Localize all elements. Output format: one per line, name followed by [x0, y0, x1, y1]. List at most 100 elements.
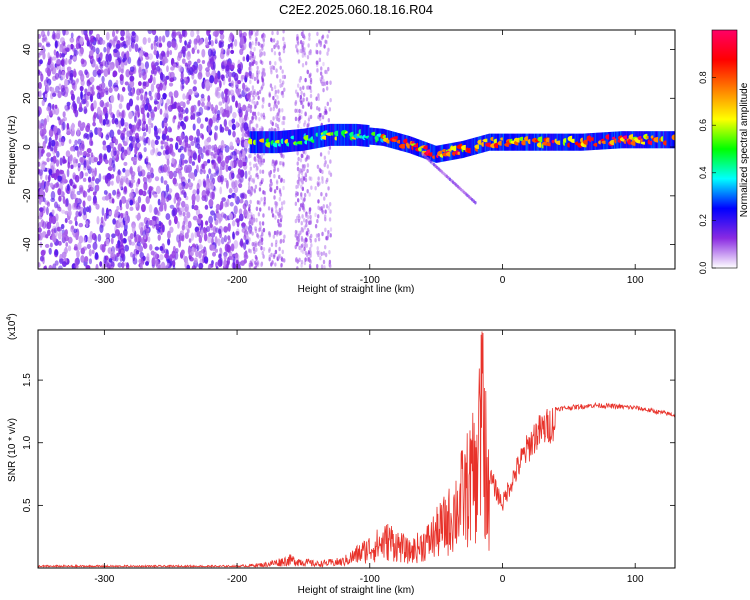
noise-speckle — [44, 243, 50, 248]
noise-speckle — [66, 122, 70, 130]
signal-band — [671, 131, 673, 149]
noise-speckle — [147, 30, 153, 35]
noise-speckle — [169, 226, 174, 233]
noise-speckle — [322, 204, 325, 209]
noise-speckle — [213, 76, 218, 85]
noise-speckle — [81, 30, 85, 35]
noise-speckle — [79, 156, 84, 163]
noise-speckle — [316, 264, 319, 269]
noise-speckle — [207, 159, 211, 164]
noise-speckle — [274, 215, 277, 220]
noise-speckle — [142, 71, 147, 81]
signal-branch — [474, 200, 477, 205]
noise-speckle — [41, 99, 45, 107]
noise-speckle — [271, 30, 274, 36]
noise-speckle — [296, 198, 300, 203]
noise-speckle — [59, 169, 65, 175]
noise-speckle — [278, 189, 282, 194]
noise-speckle — [210, 39, 214, 47]
noise-speckle — [192, 189, 197, 196]
signal-band — [255, 131, 258, 154]
noise-speckle — [40, 197, 44, 203]
noise-speckle — [258, 117, 261, 122]
noise-speckle — [116, 193, 120, 200]
noise-speckle — [297, 59, 301, 64]
signal-band — [649, 131, 652, 149]
noise-speckle — [203, 233, 208, 242]
noise-speckle — [197, 99, 201, 107]
noise-speckle — [38, 169, 44, 176]
noise-speckle — [274, 103, 277, 108]
noise-speckle — [83, 206, 87, 216]
noise-speckle — [274, 242, 278, 248]
noise-speckle — [320, 192, 323, 197]
noise-speckle — [227, 90, 232, 95]
noise-speckle — [237, 149, 240, 155]
noise-speckle — [200, 93, 205, 99]
noise-speckle — [310, 233, 313, 239]
noise-speckle — [38, 52, 41, 58]
noise-speckle — [329, 227, 333, 232]
noise-speckle — [282, 116, 285, 121]
noise-speckle — [188, 181, 192, 186]
noise-speckle — [91, 249, 95, 255]
noise-speckle — [65, 72, 69, 80]
signal-band — [624, 131, 627, 149]
noise-speckle — [39, 59, 43, 65]
noise-speckle — [93, 112, 97, 119]
noise-speckle — [105, 134, 110, 141]
noise-speckle — [46, 114, 50, 123]
noise-speckle — [198, 234, 203, 244]
signal-band — [574, 133, 577, 151]
noise-speckle — [249, 63, 252, 68]
noise-speckle — [303, 207, 306, 213]
noise-speckle — [159, 53, 164, 60]
noise-speckle — [135, 187, 139, 195]
noise-speckle — [283, 258, 286, 263]
noise-speckle — [294, 201, 298, 207]
noise-speckle — [314, 186, 317, 191]
snr-x-tick-label: -200 — [227, 574, 247, 585]
noise-speckle — [191, 193, 196, 203]
signal-band — [252, 131, 254, 154]
noise-speckle — [176, 196, 182, 202]
noise-speckle — [303, 243, 306, 248]
noise-speckle — [159, 108, 163, 115]
signal-band — [333, 123, 335, 146]
noise-speckle — [229, 105, 233, 114]
noise-speckle — [117, 169, 121, 176]
noise-speckle — [174, 142, 179, 151]
noise-speckle — [45, 206, 49, 216]
noise-speckle — [294, 218, 298, 224]
noise-speckle — [323, 44, 326, 49]
noise-speckle — [220, 126, 225, 133]
noise-speckle — [316, 50, 319, 55]
noise-speckle — [164, 202, 167, 212]
noise-speckle — [158, 166, 163, 174]
noise-speckle — [83, 108, 88, 114]
noise-speckle — [242, 104, 247, 112]
noise-speckle — [278, 207, 282, 213]
noise-speckle — [119, 74, 124, 81]
noise-speckle — [248, 123, 251, 128]
noise-speckle — [78, 48, 84, 57]
noise-speckle — [235, 218, 241, 223]
noise-speckle — [200, 123, 204, 129]
noise-speckle — [223, 119, 228, 128]
noise-speckle — [180, 249, 185, 256]
noise-speckle — [237, 168, 242, 176]
noise-speckle — [142, 81, 147, 87]
noise-speckle — [162, 122, 168, 128]
signal-band — [257, 131, 260, 154]
noise-speckle — [207, 95, 211, 102]
noise-speckle — [326, 164, 329, 169]
signal-band — [530, 133, 532, 151]
noise-speckle — [270, 207, 274, 212]
noise-speckle — [222, 78, 226, 86]
noise-speckle — [282, 161, 285, 166]
noise-speckle — [75, 210, 80, 218]
noise-speckle — [208, 148, 212, 155]
noise-speckle — [186, 44, 192, 49]
noise-speckle — [207, 144, 212, 150]
noise-speckle — [301, 249, 305, 255]
